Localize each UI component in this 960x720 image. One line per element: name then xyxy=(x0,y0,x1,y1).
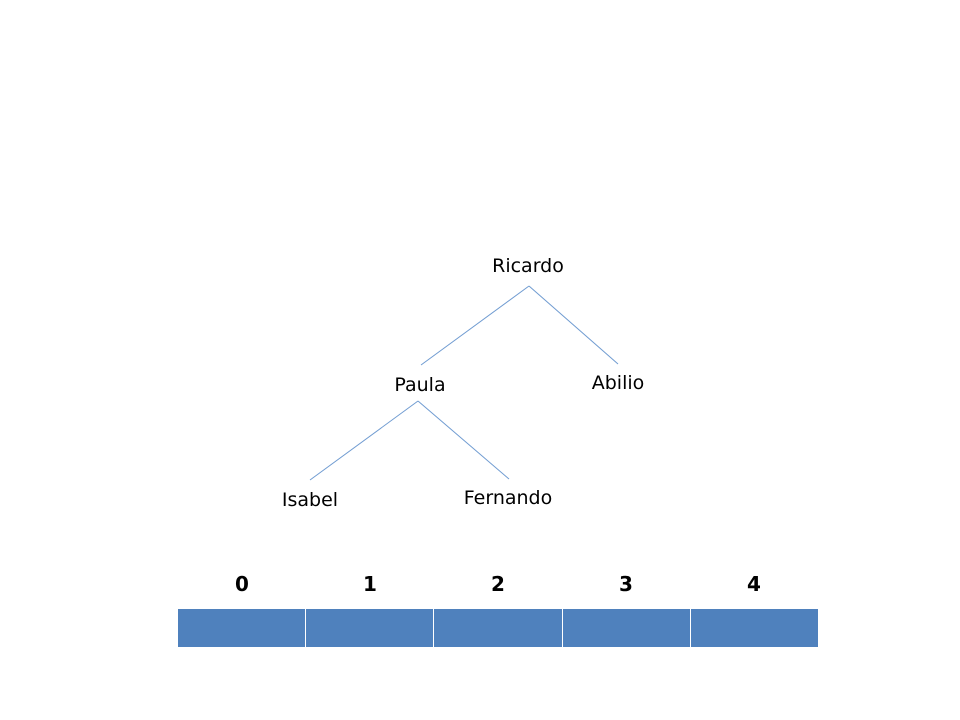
edge-ricardo-paula xyxy=(420,285,530,366)
node-isabel: Isabel xyxy=(281,489,339,511)
node-fernando: Fernando xyxy=(463,487,553,509)
array-index-0: 0 xyxy=(235,572,249,596)
node-ricardo: Ricardo xyxy=(492,255,564,277)
array-cell-4 xyxy=(690,609,819,647)
edge-ricardo-abilio xyxy=(528,285,619,365)
array-cell-1 xyxy=(306,609,435,647)
edge-paula-isabel xyxy=(309,400,419,481)
array-cell-3 xyxy=(562,609,691,647)
array-index-3: 3 xyxy=(619,572,633,596)
array-index-1: 1 xyxy=(363,572,377,596)
array-cell-0 xyxy=(178,609,307,647)
array-index-4: 4 xyxy=(747,572,761,596)
node-abilio: Abilio xyxy=(591,372,645,394)
node-paula: Paula xyxy=(394,374,446,396)
edge-paula-fernando xyxy=(417,400,510,480)
array-bar xyxy=(178,609,819,647)
array-index-2: 2 xyxy=(491,572,505,596)
array-cell-2 xyxy=(434,609,563,647)
